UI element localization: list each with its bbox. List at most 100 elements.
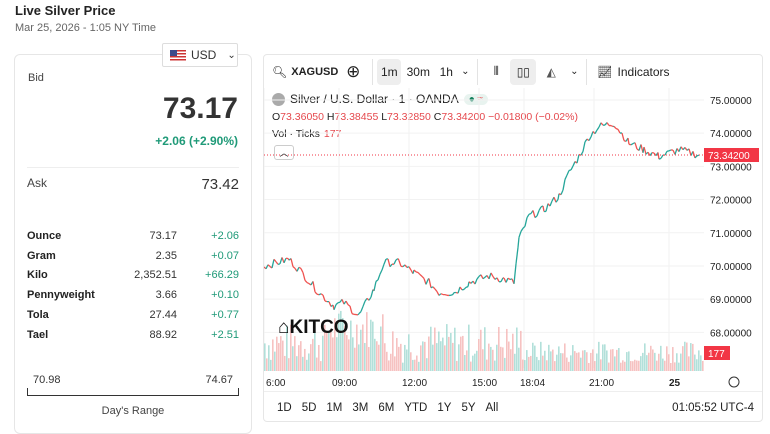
volume-bar: [276, 337, 278, 371]
price-segment: [589, 137, 591, 141]
volume-bar: [640, 356, 642, 371]
range-5y[interactable]: 5Y: [461, 402, 475, 414]
volume-bar: [510, 349, 512, 371]
price-segment: [378, 274, 380, 280]
volume-bar: [650, 346, 652, 371]
ask-label: Ask: [27, 176, 47, 193]
bid-label: Bid: [28, 72, 44, 84]
volume-bar: [556, 355, 558, 371]
volume-bar: [322, 336, 324, 371]
price-segment: [535, 216, 537, 218]
volume-bar: [480, 330, 482, 371]
x-tick-label: 6:00: [266, 378, 286, 389]
volume-bar: [494, 361, 496, 371]
interval-30m[interactable]: 30m: [401, 59, 435, 85]
price-segment: [523, 226, 525, 228]
volume-bar: [266, 358, 268, 371]
volume-bar: [422, 341, 424, 371]
volume-bar: [346, 335, 348, 371]
volume-bar: [616, 350, 618, 371]
range-ytd[interactable]: YTD: [404, 402, 427, 414]
volume-bar: [450, 333, 452, 371]
y-tick-label: 69.00000: [710, 295, 752, 306]
unit-price: 88.92: [117, 329, 177, 341]
price-segment: [543, 206, 544, 212]
interval-1h[interactable]: 1h: [435, 59, 457, 85]
volume-bar: [378, 345, 380, 371]
interval-1m[interactable]: 1m: [377, 59, 401, 85]
y-tick-label: 70.00000: [710, 262, 752, 273]
volume-bar: [292, 346, 294, 371]
unit-change: +66.29: [177, 269, 239, 281]
range-1y[interactable]: 1Y: [437, 402, 451, 414]
volume-bar: [696, 359, 698, 371]
volume-bar: [466, 350, 468, 371]
volume-bar: [354, 348, 356, 371]
price-segment: [416, 272, 418, 273]
bar-style-icon[interactable]: ⫴: [482, 59, 510, 85]
volume-bar: [454, 328, 456, 371]
range-high: 74.67: [205, 374, 233, 386]
volume-bar: [586, 352, 588, 371]
price-segment: [466, 287, 468, 288]
volume-bar: [622, 360, 624, 371]
volume-bar: [580, 358, 582, 371]
price-segment: [483, 277, 485, 278]
volume-bar: [552, 350, 554, 371]
volume-bar: [300, 341, 302, 371]
volume-bar: [504, 358, 506, 371]
volume-bar: [484, 327, 486, 371]
price-chart[interactable]: 75.0000074.0000073.0000072.0000071.00000…: [264, 88, 763, 391]
timestamp: Mar 25, 2026 - 1:05 NY Time: [15, 22, 156, 34]
volume-bar: [282, 341, 284, 371]
volume-bar: [584, 350, 586, 371]
volume-bar: [414, 360, 416, 371]
y-tick-label: 68.00000: [710, 328, 752, 339]
volume-bar: [440, 341, 442, 371]
symbol-search[interactable]: 🔍︎XAGUSD: [264, 59, 338, 85]
price-segment: [299, 267, 301, 268]
indicators-button[interactable]: 📈︎Indicators: [591, 59, 669, 85]
chevron-down-icon[interactable]: ⌄: [566, 59, 582, 85]
y-tick-label: 74.00000: [710, 129, 752, 140]
volume-bar: [618, 348, 620, 371]
price-segment: [508, 278, 510, 279]
volume-bar: [368, 347, 370, 371]
collapse-legend-button[interactable]: ︿: [274, 145, 294, 160]
search-icon: 🔍︎: [272, 59, 287, 85]
volume-bar: [362, 325, 364, 371]
range-1m[interactable]: 1M: [326, 402, 342, 414]
volume-bar: [630, 361, 632, 371]
bid-change: +2.06 (+2.90%): [155, 134, 238, 148]
volume-bar: [542, 356, 544, 371]
candles-icon[interactable]: ▯▯: [510, 59, 536, 85]
volume-bar: [652, 349, 654, 371]
range-6m[interactable]: 6M: [378, 402, 394, 414]
volume-bar: [670, 363, 672, 371]
volume-bar: [482, 349, 484, 371]
range-3m[interactable]: 3M: [352, 402, 368, 414]
area-chart-icon[interactable]: ◭: [536, 59, 566, 85]
currency-select[interactable]: USD⌄: [162, 43, 238, 67]
range-1d[interactable]: 1D: [277, 402, 292, 414]
range-all[interactable]: All: [486, 402, 499, 414]
compare-plus-icon[interactable]: ⊕: [338, 59, 368, 85]
price-segment: [550, 201, 552, 206]
volume-bar: [654, 353, 656, 371]
volume-bar: [278, 343, 280, 371]
volume-bar: [538, 360, 540, 371]
volume-bar: [446, 324, 448, 371]
price-segment: [336, 303, 338, 305]
range-bar: [27, 388, 239, 396]
volume-bar: [376, 341, 378, 371]
chart-toolbar: 🔍︎XAGUSD ⊕ 1m 30m 1h ⌄ ⫴ ▯▯ ◭ ⌄ 📈︎Indica…: [264, 55, 762, 88]
price-segment: [514, 264, 516, 284]
chevron-down-icon[interactable]: ⌄: [457, 59, 473, 85]
range-5d[interactable]: 5D: [302, 402, 317, 414]
volume-bar: [408, 334, 410, 371]
price-segment: [628, 138, 629, 144]
